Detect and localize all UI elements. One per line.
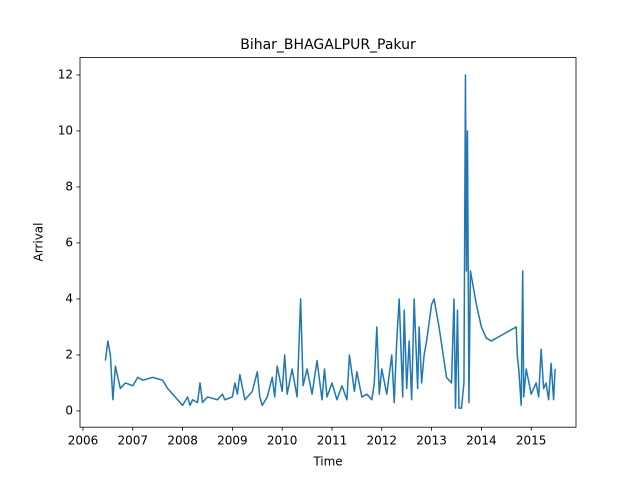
x-tick-label: 2010 (267, 434, 298, 448)
x-tick-label: 2009 (217, 434, 248, 448)
y-tick-label: 4 (65, 291, 73, 305)
chart-title: Bihar_BHAGALPUR_Pakur (240, 37, 416, 53)
x-tick-label: 2006 (68, 434, 99, 448)
y-tick-label: 12 (58, 67, 73, 81)
plot-frame (79, 57, 577, 428)
y-tick-label: 10 (58, 123, 73, 137)
y-axis-label: Arrival (32, 223, 46, 262)
data-line (104, 74, 556, 409)
y-tick-label: 2 (65, 347, 73, 361)
x-tick-label: 2013 (416, 434, 447, 448)
y-tick-label: 0 (65, 403, 73, 417)
x-tick-label: 2012 (367, 434, 398, 448)
x-tick-label: 2015 (516, 434, 547, 448)
x-tick-label: 2011 (317, 434, 348, 448)
x-tick-label: 2007 (118, 434, 149, 448)
x-tick-label: 2008 (167, 434, 198, 448)
x-axis-label: Time (312, 455, 342, 469)
y-tick-label: 6 (65, 235, 73, 249)
x-tick-label: 2014 (466, 434, 497, 448)
y-tick-label: 8 (65, 179, 73, 193)
